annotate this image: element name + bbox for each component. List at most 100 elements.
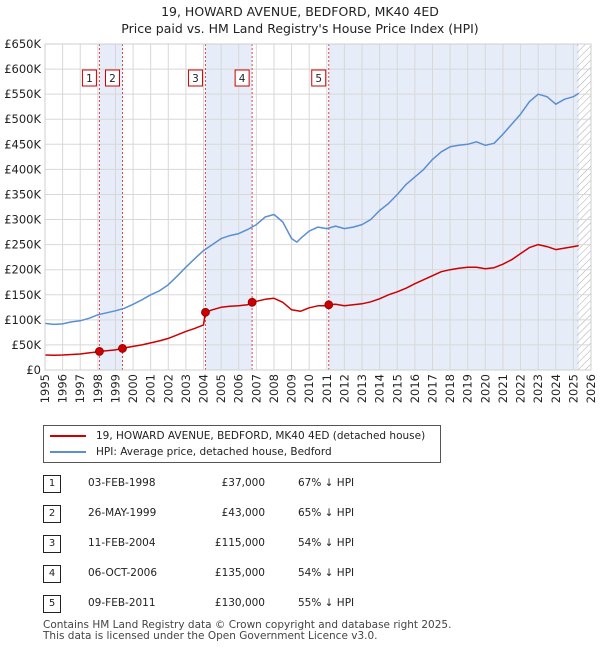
sale-number-box [234,69,250,87]
chart-title: 19, HOWARD AVENUE, BEDFORD, MK40 4ED [161,4,439,19]
y-tick-label: £450K [4,137,41,151]
x-tick-label: 2023 [531,374,545,403]
x-tick-label: 2007 [249,374,263,403]
forecast-hatch [576,44,591,370]
sale-number-boxes: 1 2 3 4 5 [81,69,327,87]
x-tick-label: 2013 [355,374,369,403]
x-tick-label: 2014 [373,374,387,403]
sale-number-label: 1 [86,73,93,85]
x-tick-label: 2024 [549,374,563,403]
sale-number-label: 3 [192,73,199,85]
sale-date: 09-FEB-2011 [88,597,156,609]
x-tick-label: 2008 [267,374,281,403]
x-tick-label: 1998 [91,374,105,403]
sale-number-label: 2 [109,73,116,85]
x-tick-label: 1997 [73,374,87,403]
sale-number: 1 [43,475,61,493]
sale-number-box [104,69,120,87]
y-tick-label: £50K [12,338,42,352]
sale-row: 2 26-MAY-1999 £43,000 65% ↓ HPI [43,500,563,530]
sale-row: 1 03-FEB-1998 £37,000 67% ↓ HPI [43,470,563,500]
sales-table: 1 03-FEB-1998 £37,000 67% ↓ HPI 2 26-MAY… [43,470,563,620]
sale-number-box [187,69,203,87]
sale-number: 3 [43,535,61,553]
x-tick-label: 2001 [144,374,158,403]
x-tick-label: 1995 [38,374,52,403]
x-tick-label: 1996 [56,374,70,403]
x-tick-label: 2019 [461,374,475,403]
y-tick-label: £200K [4,263,41,277]
y-tick-label: £300K [4,213,41,227]
ownership-span [205,44,253,370]
sale-number-box [311,69,327,87]
x-tick-label: 2011 [320,374,334,403]
y-tick-labels: £0 £50K £100K £150K £200K £250K £300K £350K £400… [4,37,41,377]
sale-hpi-diff: 67% ↓ HPI [298,477,355,489]
y-tick-label: £550K [4,87,41,101]
y-tick-label: £650K [4,37,41,51]
x-tick-label: 2009 [285,374,299,403]
sale-date: 03-FEB-1998 [88,477,156,489]
footer-line-copyright: Contains HM Land Registry data © Crown c… [43,619,452,631]
sale-price: £43,000 [221,507,265,519]
y-tick-label: £250K [4,238,41,252]
sale-price: £115,000 [214,537,265,549]
y-tick-label: £100K [4,313,41,327]
sale-hpi-diff: 65% ↓ HPI [298,507,355,519]
sale-number-label: 5 [315,73,322,85]
sale-price: £130,000 [214,597,265,609]
x-tick-label: 2010 [302,374,316,403]
sale-point [324,300,334,310]
y-tick-label: £0 [26,363,41,377]
legend-swatch-red [50,435,86,437]
x-tick-label: 2026 [584,374,598,403]
y-tick-label: £600K [4,62,41,76]
sale-point [95,347,104,356]
sale-date: 06-OCT-2006 [88,567,157,579]
price-chart: 1 2 3 4 5 £0 £50K £100K £150K £200K £250K £300K £35… [4,37,598,403]
legend: 19, HOWARD AVENUE, BEDFORD, MK40 4ED (de… [43,425,441,463]
x-tick-label: 2000 [126,374,140,403]
legend-label-hpi: HPI: Average price, detached house, Bedf… [96,446,332,458]
x-tick-label: 2022 [514,374,528,403]
sale-hpi-diff: 55% ↓ HPI [298,597,355,609]
x-tick-label: 2020 [478,374,492,403]
x-tick-label: 2012 [337,374,351,403]
ownership-shading [99,44,591,370]
ownership-span [99,44,123,370]
x-tick-label: 2002 [161,374,175,403]
x-tick-label: 2006 [232,374,246,403]
x-tick-labels: 1995 1996 1997 1998 1999 2000 2001 2002 2003 2004… [38,374,598,403]
y-tick-label: £150K [4,288,41,302]
sale-price: £135,000 [214,567,265,579]
sale-points [95,297,334,356]
sale-number-box [81,69,97,87]
x-tick-label: 2025 [566,374,580,403]
sale-price: £37,000 [221,477,265,489]
ownership-span [328,44,579,370]
sale-number: 5 [43,595,61,613]
x-tick-label: 2015 [390,374,404,403]
sale-row: 4 06-OCT-2006 £135,000 54% ↓ HPI [43,560,563,590]
x-tick-label: 2017 [425,374,439,403]
sale-number: 2 [43,505,61,523]
sale-row: 5 09-FEB-2011 £130,000 55% ↓ HPI [43,590,563,620]
x-tick-label: 2004 [197,374,211,403]
legend-item-property: 19, HOWARD AVENUE, BEDFORD, MK40 4ED (de… [50,428,425,444]
y-tick-label: £500K [4,112,41,126]
sale-hpi-diff: 54% ↓ HPI [298,567,355,579]
x-tick-label: 1999 [108,374,122,403]
sale-number: 4 [43,565,61,583]
x-tick-label: 2021 [496,374,510,403]
legend-label-property: 19, HOWARD AVENUE, BEDFORD, MK40 4ED (de… [96,430,426,442]
sale-point [247,297,257,307]
x-tick-label: 2018 [443,374,457,403]
footer-attribution: Contains HM Land Registry data © Crown c… [43,620,451,642]
legend-swatch-blue [50,451,86,453]
legend-item-hpi: HPI: Average price, detached house, Bedf… [50,444,332,460]
y-tick-label: £350K [4,187,41,201]
sale-point [201,307,210,317]
chart-subtitle: Price paid vs. HM Land Registry's House … [121,21,479,36]
x-tick-label: 2016 [408,374,422,403]
plot-frame [44,43,592,371]
